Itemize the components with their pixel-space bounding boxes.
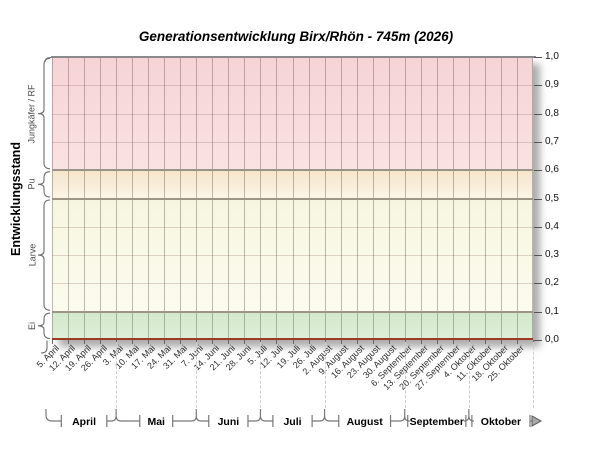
- month-axis-path: [45, 409, 532, 427]
- month-axis: April Mai Juni Juli August September Oktober: [45, 409, 543, 428]
- h-gridline: [52, 255, 533, 257]
- x-tickmark: [164, 340, 166, 344]
- y-tickmark: [534, 113, 542, 115]
- y-tick-label: 0,8: [545, 107, 559, 119]
- plot-area: [51, 56, 536, 340]
- y-tick-label: 1,0: [545, 51, 559, 62]
- zone-label-jungkferrf: Jungkäfer / RF: [27, 84, 37, 144]
- month-label: Mai: [147, 416, 165, 428]
- y-tickmark: [534, 311, 542, 313]
- y-tickmark: [534, 170, 542, 172]
- zone-label-larve: Larve: [27, 243, 38, 267]
- y-axis-title: Entwicklungsstand: [9, 141, 23, 256]
- y-tick-label: 0,0: [545, 334, 559, 345]
- x-tickmark: [292, 340, 294, 344]
- x-tickmark: [228, 340, 230, 344]
- x-tickmark: [452, 340, 454, 344]
- x-tickmark: [420, 340, 422, 344]
- x-tickmark: [244, 340, 246, 344]
- y-tickmark: [534, 85, 542, 87]
- month-label: April: [72, 416, 96, 428]
- y-tickmark: [534, 141, 542, 143]
- y-tick-label: 0,6: [545, 164, 559, 176]
- h-gridline: [52, 113, 533, 115]
- x-tickmark: [132, 340, 134, 344]
- h-gridline: [52, 283, 533, 285]
- y-tickmark: [534, 255, 542, 257]
- h-gridline: [52, 85, 533, 87]
- month-label: Juni: [218, 416, 240, 428]
- month-separator: [324, 342, 326, 408]
- month-label: Juli: [283, 416, 301, 428]
- month-label: Oktober: [481, 416, 521, 428]
- y-tick-label: 0,2: [545, 277, 559, 289]
- zone-band-pu: [52, 170, 533, 199]
- h-gridline: [52, 226, 533, 228]
- zone-label-ei: Ei: [26, 321, 37, 330]
- zone-bracket-path: [37, 56, 52, 354]
- month-label: August: [347, 416, 384, 428]
- x-tickmark: [100, 340, 102, 344]
- y-tick-label: 0,7: [545, 135, 559, 147]
- y-tick-label: 0,4: [545, 220, 559, 232]
- x-tickmark: [52, 340, 53, 344]
- x-tickmark: [372, 340, 374, 344]
- x-tickmark: [340, 340, 342, 344]
- next-arrow-icon[interactable]: [531, 415, 543, 427]
- stage-boundary-line: [52, 169, 533, 172]
- y-tick-label: 0,1: [545, 305, 559, 317]
- zone-label-pu: Pu: [26, 178, 37, 190]
- stage-axis-brackets: [37, 56, 52, 354]
- y-tick-label: 0,3: [545, 249, 559, 261]
- y-tickmark: [534, 283, 542, 285]
- x-tickmark: [276, 340, 278, 344]
- stage-boundary-line: [52, 197, 533, 200]
- month-separator: [196, 342, 198, 408]
- y-tickmark: [534, 340, 542, 341]
- x-tickmark: [500, 340, 502, 344]
- month-separator: [533, 342, 534, 408]
- stage-boundary-line: [52, 310, 533, 313]
- x-tickmark: [484, 340, 486, 344]
- plot-top-border: [51, 56, 536, 58]
- month-separator: [260, 342, 262, 408]
- y-tickmark: [534, 226, 542, 228]
- zone-band-larve: [52, 198, 533, 312]
- x-tickmark: [436, 340, 438, 344]
- y-tickmark: [534, 198, 542, 200]
- x-tickmark: [308, 340, 310, 344]
- y-tickmark: [534, 57, 542, 58]
- x-tickmark: [68, 340, 70, 344]
- x-tickmark: [516, 340, 518, 344]
- y-tick-label: 0,5: [545, 192, 559, 204]
- month-separator: [404, 342, 406, 408]
- y-tick-label: 0,9: [545, 79, 559, 91]
- zone-band-ei: [52, 311, 533, 340]
- x-tickmark: [180, 340, 182, 344]
- x-tickmark: [148, 340, 150, 344]
- x-tickmark: [212, 340, 214, 344]
- series-baseline: [52, 338, 533, 340]
- chart-title: Generationsentwicklung Birx/Rhön - 745m …: [138, 29, 454, 44]
- x-tickmark: [84, 340, 86, 344]
- h-gridline: [52, 141, 533, 143]
- month-label: September: [410, 416, 464, 428]
- month-separator: [116, 342, 118, 408]
- zone-band-jungkferrf: [52, 57, 533, 171]
- month-separator: [468, 342, 470, 408]
- x-tickmark: [388, 340, 390, 344]
- x-tickmark: [356, 340, 358, 344]
